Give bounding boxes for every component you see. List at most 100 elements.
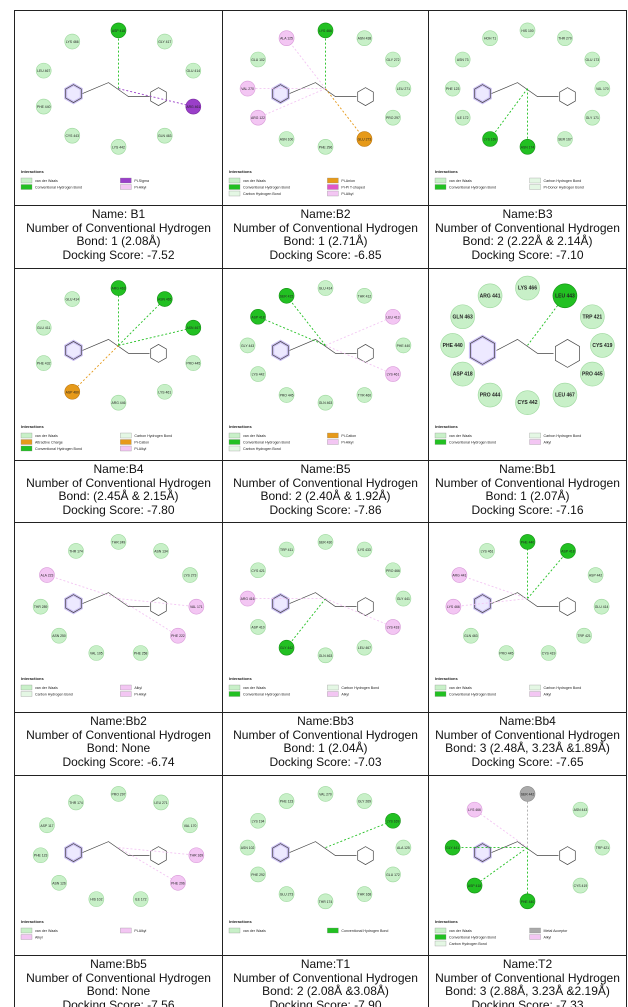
diagram-panel: GLU 414THR 412LEU 413PHE 440LYS 461TYR 4…: [222, 268, 429, 461]
residue-label: LEU 467: [358, 646, 371, 650]
legend-label: van der Waals: [449, 686, 472, 690]
legend-swatch: [327, 928, 338, 933]
residue-label: SER 430: [319, 540, 333, 544]
legend-label: Alkyl: [544, 693, 552, 697]
legend-swatch: [120, 446, 131, 451]
residue-label: PHE 440: [521, 540, 535, 544]
residue-label: ASP 418: [251, 315, 264, 319]
residue-label: ASN 250: [52, 634, 66, 638]
ring: [151, 344, 167, 362]
ring-glow: [66, 844, 82, 862]
interaction-line: [326, 89, 365, 139]
residue-label: LYS 466: [66, 40, 79, 44]
caption: Name:Bb3Number of Conventional HydrogenB…: [222, 712, 429, 775]
bond-line: [492, 593, 559, 607]
residue-label: ALA 125: [397, 846, 410, 850]
residue-label: ASN 134: [154, 549, 168, 553]
diagram-panel: LYS 466LEU 443TRP 421CYS 419PRO 445LEU 4…: [428, 268, 627, 461]
caption: Name:T1Number of Conventional HydrogenBo…: [222, 955, 429, 1007]
residue-label: SER 415: [280, 294, 294, 298]
legend-label: Carbon Hydrogen Bond: [544, 179, 582, 183]
legend-label: Pi-Alkyl: [134, 447, 146, 451]
legend-title: Interactions: [21, 919, 44, 924]
diagram-panel: VAL 270GLY 269LYS 169ALA 125GLU 172THR 1…: [222, 775, 429, 956]
legend-label: Carbon Hydrogen Bond: [134, 434, 172, 438]
legend-label: van der Waals: [243, 434, 266, 438]
legend-label: Carbon Hydrogen Bond: [544, 434, 582, 438]
legend-swatch: [21, 440, 32, 445]
interaction-diagram: SER 442ASN 443TRP 421CYS 419PHE 440ASP 4…: [429, 776, 626, 955]
legend-label: Conventional Hydrogen Bond: [449, 441, 496, 445]
caption-score: Docking Score: -7.90: [223, 999, 428, 1007]
caption-bond: Bond: 1 (2.08Å): [15, 235, 222, 249]
ring: [358, 847, 374, 865]
legend-swatch: [530, 692, 541, 697]
legend-label: Pi-Anion: [341, 179, 355, 183]
caption-bond: Bond: (2.45Å & 2.15Å): [15, 490, 222, 504]
residue-label: LYS 461: [158, 390, 171, 394]
interaction-line: [326, 345, 393, 374]
residue-label: VAL 105: [90, 652, 103, 656]
legend-swatch: [435, 685, 446, 690]
residue-label: PHE 440: [37, 105, 51, 109]
legend-swatch: [530, 685, 541, 690]
residue-label: VAL 270: [241, 87, 254, 91]
residue-label: ARG 461: [186, 105, 200, 109]
legend-label: van der Waals: [35, 929, 58, 933]
interaction-line: [326, 317, 393, 346]
residue-label: LEU 467: [37, 69, 50, 73]
legend-swatch: [21, 178, 32, 183]
legend-label: Conventional Hydrogen Bond: [341, 929, 388, 933]
diagram-panel: ARG 463ASN 465ASN 467PRO 445LYS 461ARG 4…: [14, 268, 223, 461]
residue-label: ASN 465: [158, 298, 172, 302]
caption-name: Name:B4: [15, 463, 222, 477]
interaction-line: [490, 89, 527, 139]
ring-glow: [475, 85, 491, 103]
legend-swatch: [435, 433, 446, 438]
legend-swatch: [21, 446, 32, 451]
residue-label: PHE 440: [443, 343, 463, 349]
legend-swatch: [21, 928, 32, 933]
caption-bond: Bond: 3 (2.88Å, 3.23Å &2.19Å): [429, 985, 626, 999]
residue-label: LEU 271: [154, 801, 167, 805]
interaction-line: [287, 296, 326, 346]
residue-label: HIS 102: [90, 898, 102, 902]
residue-label: ASN 467: [187, 326, 201, 330]
legend-swatch: [120, 178, 131, 183]
ring-glow: [273, 595, 289, 613]
legend-swatch: [530, 440, 541, 445]
legend-swatch: [229, 440, 240, 445]
caption-line: Number of Conventional Hydrogen: [15, 972, 222, 986]
caption-bond: Bond: 2 (2.22Å & 2.14Å): [429, 235, 626, 249]
residue-label: THR 412: [358, 294, 372, 298]
residue-label: ARG 463: [112, 287, 126, 291]
caption-score: Docking Score: -6.85: [223, 249, 428, 263]
residue-label: LEU 271: [397, 87, 410, 91]
caption: Name:Bb4Number of Conventional HydrogenB…: [428, 712, 627, 775]
caption-name: Name:T1: [223, 958, 428, 972]
residue-label: LYS 273: [184, 574, 197, 578]
interaction-line: [119, 328, 194, 346]
caption-name: Name:B2: [223, 208, 428, 222]
interaction-diagram: THR 249ASN 134LYS 273VAL 171PHE 222PHE 2…: [15, 523, 222, 712]
interaction-diagram: ASP 418GLY 417GLU 414ARG 461GLN 463LYS 4…: [15, 11, 222, 205]
legend-swatch: [229, 178, 240, 183]
residue-label: THR 174: [319, 900, 333, 904]
interaction-line: [119, 299, 165, 345]
residue-label: THR 289: [34, 605, 48, 609]
bond-line: [290, 593, 357, 607]
residue-label: PHE 123: [280, 800, 294, 804]
residue-label: GLN 463: [319, 654, 333, 658]
residue-label: THR 174: [69, 549, 83, 553]
residue-label: GLN 463: [319, 401, 333, 405]
caption-name: Name:B3: [429, 208, 626, 222]
interaction-diagram: PHE 440ASP 418ASP 442GLU 414TRP 421CYS 4…: [429, 523, 626, 712]
residue-label: LYS 169: [484, 138, 497, 142]
residue-label: ASN 100: [280, 138, 294, 142]
legend-swatch: [530, 433, 541, 438]
residue-label: GLN 463: [453, 314, 474, 320]
residue-label: ALA 125: [280, 37, 293, 41]
legend-label: Conventional Hydrogen Bond: [35, 186, 82, 190]
legend-label: Metal Acceptor: [544, 929, 569, 933]
